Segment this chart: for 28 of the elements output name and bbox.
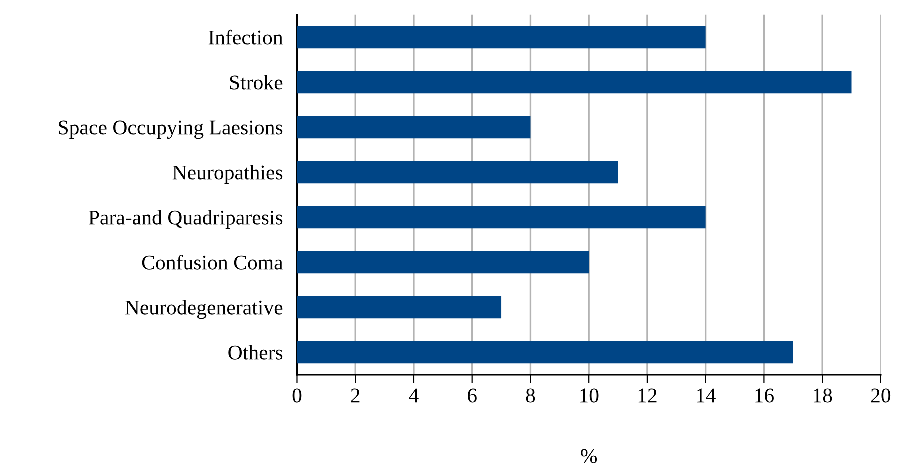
x-tick-label: 14 bbox=[697, 388, 716, 403]
x-tick-label: 16 bbox=[756, 388, 774, 403]
y-tick-label: Space Occupying Laesions bbox=[59, 120, 283, 140]
x-tick-label: 18 bbox=[814, 388, 832, 403]
bar bbox=[297, 161, 618, 184]
x-tick-label: 0 bbox=[292, 388, 302, 403]
bar bbox=[297, 206, 706, 229]
y-tick-label: Others bbox=[228, 345, 283, 360]
y-tick-label: Para-and Quadriparesis bbox=[88, 210, 283, 230]
x-tick-label: 12 bbox=[638, 388, 657, 403]
x-tick-label: 4 bbox=[409, 388, 419, 403]
bar bbox=[297, 341, 794, 364]
y-tick-label: Neuropathies bbox=[172, 165, 283, 184]
bar bbox=[297, 26, 706, 49]
bar bbox=[297, 296, 502, 319]
y-tick-label: Neurodegenerative bbox=[125, 300, 283, 320]
y-tick-label: Infection bbox=[208, 30, 284, 45]
bar bbox=[297, 251, 590, 274]
x-tick-label: 20 bbox=[871, 388, 891, 403]
y-tick-label: Stroke bbox=[230, 75, 283, 90]
x-tick-label: 8 bbox=[526, 388, 536, 403]
x-tick-label: 2 bbox=[351, 388, 360, 403]
x-tick-label: 6 bbox=[468, 388, 477, 403]
y-tick-label: Confusion Coma bbox=[142, 254, 284, 270]
bar bbox=[297, 116, 531, 139]
x-axis-title: % bbox=[581, 449, 598, 464]
bar bbox=[297, 71, 852, 94]
x-tick-label: 10 bbox=[580, 388, 599, 403]
